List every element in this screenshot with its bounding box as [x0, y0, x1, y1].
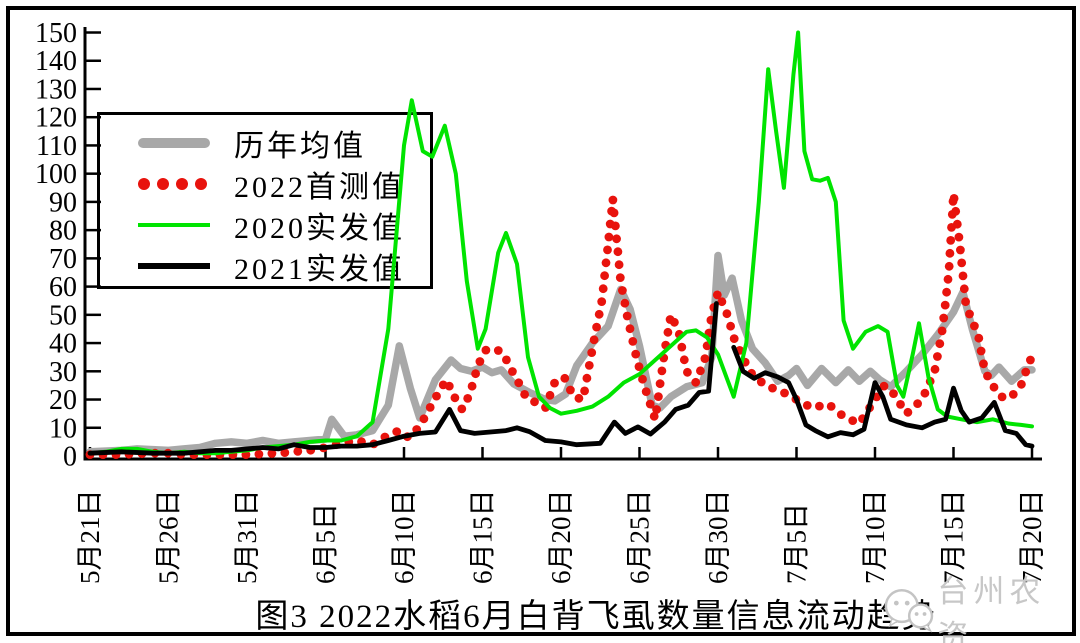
legend-label: 2021实发值: [234, 253, 405, 286]
wechat-icon: [884, 588, 934, 633]
legend: 历年均值 2022首测值 2020实发值 2021实发值: [97, 112, 433, 289]
chart-title: 图3 2022水稻6月白背飞虱数量信息流动趋势: [255, 599, 937, 635]
legend-label: 2022首测值: [234, 171, 405, 204]
legend-marker-line-bold: [138, 263, 216, 269]
outer-border: [6, 6, 1076, 636]
legend-entry: 历年均值: [100, 123, 430, 163]
legend-entry: 2021实发值: [100, 246, 430, 286]
legend-label: 历年均值: [234, 130, 366, 163]
legend-entry: 2022首测值: [100, 164, 430, 204]
legend-marker-line: [138, 223, 216, 227]
legend-marker-thick-line: [138, 138, 216, 148]
watermark-text: 台州农资: [937, 574, 1046, 643]
legend-label: 2020实发值: [234, 212, 405, 245]
legend-marker-dots: [138, 178, 216, 190]
watermark: 台州农资: [878, 566, 1080, 643]
legend-entry: 2020实发值: [100, 205, 430, 245]
